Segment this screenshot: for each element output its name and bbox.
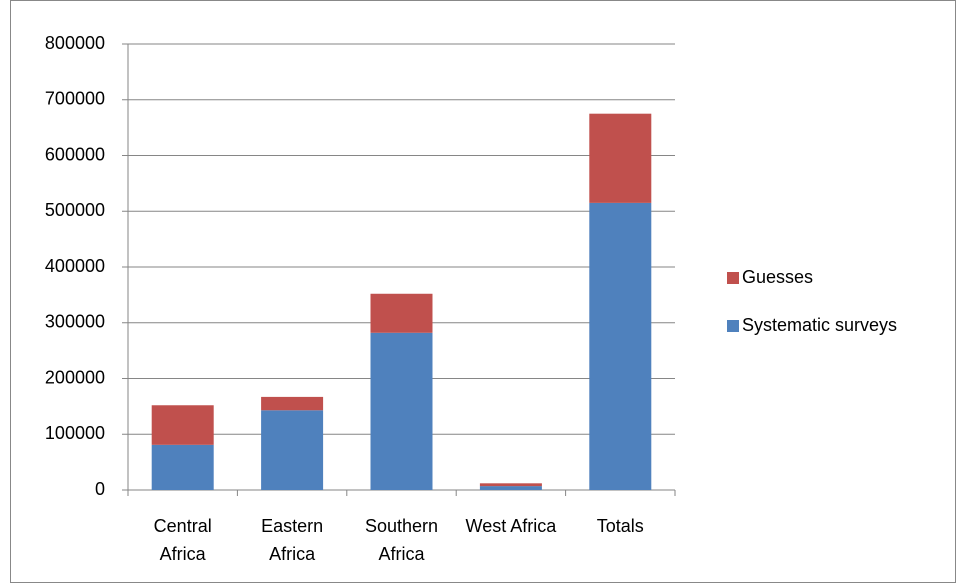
legend-label: Systematic surveys <box>742 315 897 335</box>
bar-segment <box>589 202 652 490</box>
y-tick-label: 500000 <box>45 200 105 220</box>
x-tick-label: Eastern Africa <box>261 516 324 564</box>
x-tick-label: West Africa <box>465 516 557 536</box>
y-tick-label: 300000 <box>45 312 105 332</box>
bar-segment <box>151 405 214 445</box>
x-tick-label: Southern Africa <box>364 516 439 564</box>
bar-segment <box>589 113 652 203</box>
x-tick-label: Central Africa <box>153 516 212 564</box>
x-tick-label: Totals <box>596 516 644 536</box>
bar-segment <box>370 293 433 333</box>
bar-segment <box>151 444 214 490</box>
y-tick-label: 200000 <box>45 367 105 387</box>
chart-frame <box>10 0 956 583</box>
bar-segment <box>479 486 542 490</box>
y-tick-label: 700000 <box>45 89 105 109</box>
bar-segment <box>370 332 433 490</box>
y-tick-label: 800000 <box>45 33 105 53</box>
y-tick-label: 0 <box>95 479 105 499</box>
y-tick-label: 400000 <box>45 256 105 276</box>
legend-swatch <box>727 272 739 284</box>
legend-label: Guesses <box>742 267 813 287</box>
legend-swatch <box>727 320 739 332</box>
bar-segment <box>261 410 324 490</box>
y-tick-label: 600000 <box>45 144 105 164</box>
y-tick-label: 100000 <box>45 423 105 443</box>
bar-segment <box>261 396 324 411</box>
bar-segment <box>479 483 542 487</box>
